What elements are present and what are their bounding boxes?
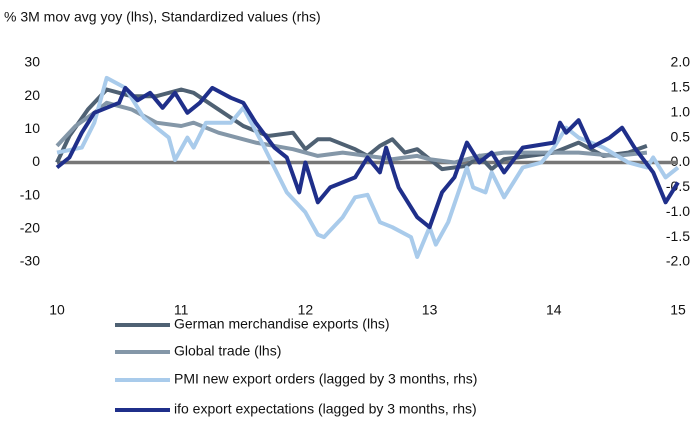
y2-tick-label: -2.0 [666, 253, 690, 269]
y2-tick-label: 1.0 [671, 103, 691, 119]
y-tick-label: -10 [20, 186, 40, 202]
x-tick-label: 12 [298, 302, 314, 318]
legend-label: German merchandise exports (lhs) [174, 316, 390, 332]
x-tick-label: 13 [422, 302, 438, 318]
series-line [56, 75, 680, 259]
chart-title: % 3M mov avg yoy (lhs), Standardized val… [4, 9, 321, 25]
y2-tick-label: 2.0 [671, 54, 691, 70]
x-tick-label: 14 [546, 302, 562, 318]
series-line [55, 100, 648, 165]
legend-label: PMI new export orders (lagged by 3 month… [174, 371, 477, 387]
x-tick-label: 15 [670, 302, 686, 318]
legend-label: Global trade (lhs) [174, 343, 281, 359]
x-tick-label: 11 [174, 302, 189, 318]
y2-tick-label: 1.5 [671, 79, 691, 95]
y-tick-label: -20 [20, 220, 40, 236]
series-line [55, 87, 648, 172]
y-tick-label: 20 [24, 87, 40, 103]
y-tick-label: 0 [32, 153, 40, 169]
x-tick-label: 10 [49, 302, 65, 318]
y-tick-label: 10 [24, 120, 40, 136]
y-tick-label: 30 [24, 54, 40, 70]
y2-tick-label: 0.0 [671, 153, 691, 169]
legend-label: ifo export expectations (lagged by 3 mon… [174, 401, 477, 417]
y-tick-label: -30 [20, 253, 40, 269]
series-line [55, 85, 680, 230]
y2-tick-label: -1.0 [666, 203, 690, 219]
y2-tick-label: -1.5 [666, 228, 690, 244]
y2-tick-label: 0.5 [671, 128, 691, 144]
